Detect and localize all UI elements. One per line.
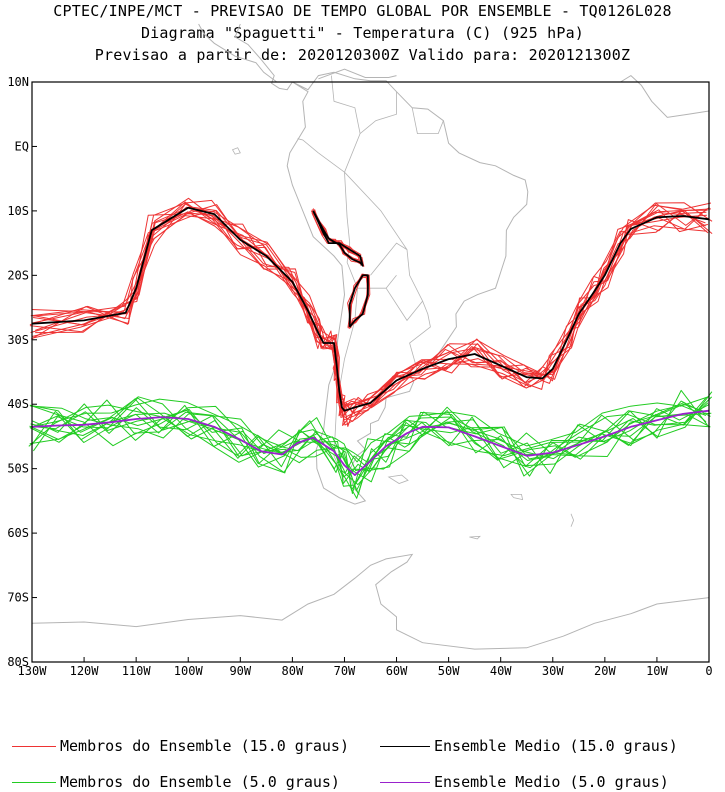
red-member-line-9: [35, 209, 707, 416]
country-border-5: [370, 242, 408, 276]
country-border-8: [411, 107, 444, 134]
legend: Membros do Ensemble (15.0 graus) Ensembl…: [0, 730, 725, 792]
country-border-6: [331, 75, 361, 134]
green-member-line-4: [29, 398, 707, 483]
chart-subtitle: Diagrama "Spaguetti" - Temperatura (C) (…: [140, 24, 585, 42]
green-member-line-5: [28, 396, 713, 487]
x-tick-label: 120W: [70, 664, 100, 678]
x-tick-label: 10W: [646, 664, 668, 678]
series-mean-line-1: [312, 210, 364, 267]
south-georgia-island: [510, 494, 524, 501]
x-tick-label: 130W: [18, 664, 48, 678]
green-member-line-6: [30, 404, 707, 486]
legend-item-red-members: Membros do Ensemble (15.0 graus): [12, 736, 349, 756]
y-tick-label: 60S: [7, 526, 29, 540]
y-tick-label: 40S: [7, 397, 29, 411]
antarctica-coastline: [31, 553, 710, 650]
africa-coastline: [620, 74, 710, 118]
red-member-line-11: [29, 197, 708, 426]
red-member-line-2: [30, 203, 710, 414]
series-mean-line-2: [348, 274, 369, 328]
x-tick-label: 40W: [490, 664, 512, 678]
green-member-line-2: [32, 389, 708, 485]
green-member-line-12: [29, 396, 710, 499]
y-tick-label: EQ: [15, 139, 29, 153]
legend-item-black-mean: Ensemble Medio (15.0 graus): [380, 736, 678, 756]
red-member-line-3: [29, 210, 713, 427]
country-border-7: [344, 91, 397, 173]
red-member-line-8: [35, 199, 709, 422]
chart-plot: 130W 120W 110W 100W 90W 80W 70W 60W 50W 40W 30W 20W…: [7, 23, 713, 678]
legend-swatch-green-members: [12, 781, 56, 783]
galapagos-islands: [231, 147, 241, 155]
south-orkney-islands: [469, 535, 481, 540]
series-mean-line-3: [31, 409, 710, 476]
x-tick-label: 80W: [282, 664, 304, 678]
central-america-coastline: [198, 23, 293, 83]
x-tick-label: 30W: [542, 664, 564, 678]
red-member-line-12: [31, 202, 706, 417]
x-tick-label: 20W: [594, 664, 616, 678]
green-member-line-10: [32, 403, 710, 492]
x-tick-label: 50W: [438, 664, 460, 678]
legend-swatch-black-mean: [380, 745, 430, 747]
red-member-line-10: [33, 201, 706, 412]
x-tick-label: 100W: [174, 664, 204, 678]
red-member-line-4: [33, 211, 707, 418]
chart-subtitle-dates: Previsao a partir de: 2020120300Z Valido…: [94, 46, 631, 64]
red-member-line-13: [31, 202, 712, 407]
green-member-line-0: [30, 403, 707, 464]
legend-label-purple-mean: Ensemble Medio (5.0 graus): [434, 773, 669, 791]
green-member-line-11: [31, 397, 711, 478]
plot-frame: [31, 81, 710, 663]
title-block: CPTEC/INPE/MCT - PREVISAO DE TEMPO GLOBA…: [0, 0, 725, 66]
x-tick-label: 90W: [229, 664, 251, 678]
chart-title: CPTEC/INPE/MCT - PREVISAO DE TEMPO GLOBA…: [53, 2, 672, 20]
country-border-9: [297, 138, 319, 154]
y-tick-label: 10S: [7, 204, 29, 218]
y-tick-label: 20S: [7, 268, 29, 282]
red-member-andes-0-3: [312, 211, 363, 267]
country-border-1: [344, 171, 431, 371]
green-member-line-13: [32, 396, 710, 463]
x-tick-label: 0: [705, 664, 712, 678]
x-tick-label: 110W: [122, 664, 152, 678]
red-member-line-1: [34, 204, 709, 414]
y-tick-label: 80S: [7, 655, 29, 669]
legend-swatch-red-members: [12, 745, 56, 747]
red-member-line-6: [30, 203, 708, 418]
central-america-caribbean-coast: [234, 23, 293, 91]
red-member-andes-0-2: [311, 208, 363, 266]
x-tick-label: 60W: [386, 664, 408, 678]
y-tick-label: 30S: [7, 333, 29, 347]
legend-item-green-members: Membros do Ensemble (5.0 graus): [12, 772, 340, 792]
country-border-3: [357, 275, 397, 289]
legend-item-purple-mean: Ensemble Medio (5.0 graus): [380, 772, 669, 792]
green-member-line-9: [31, 409, 711, 474]
green-member-line-7: [29, 404, 712, 473]
legend-label-black-mean: Ensemble Medio (15.0 graus): [434, 737, 678, 755]
falkland-islands: [387, 474, 409, 484]
y-tick-label: 50S: [7, 462, 29, 476]
red-member-line-0: [30, 208, 711, 421]
x-tick-label: 70W: [334, 664, 356, 678]
y-tick-label: 10N: [7, 75, 29, 89]
legend-label-green-members: Membros do Ensemble (5.0 graus): [60, 773, 340, 791]
caribbean-coast: [318, 68, 397, 80]
country-border-4: [385, 287, 423, 322]
y-tick-label: 70S: [7, 591, 29, 605]
south-america-coastline: [286, 71, 529, 505]
green-member-line-1: [29, 397, 707, 491]
red-member-andes-0-0: [310, 209, 365, 267]
south-sandwich-islands: [570, 513, 575, 527]
red-member-line-7: [31, 202, 713, 426]
red-member-andes-0-4: [311, 210, 365, 267]
red-member-line-5: [31, 211, 708, 406]
legend-swatch-purple-mean: [380, 781, 430, 783]
series-mean-line-0: [31, 206, 710, 412]
legend-label-red-members: Membros do Ensemble (15.0 graus): [60, 737, 349, 755]
